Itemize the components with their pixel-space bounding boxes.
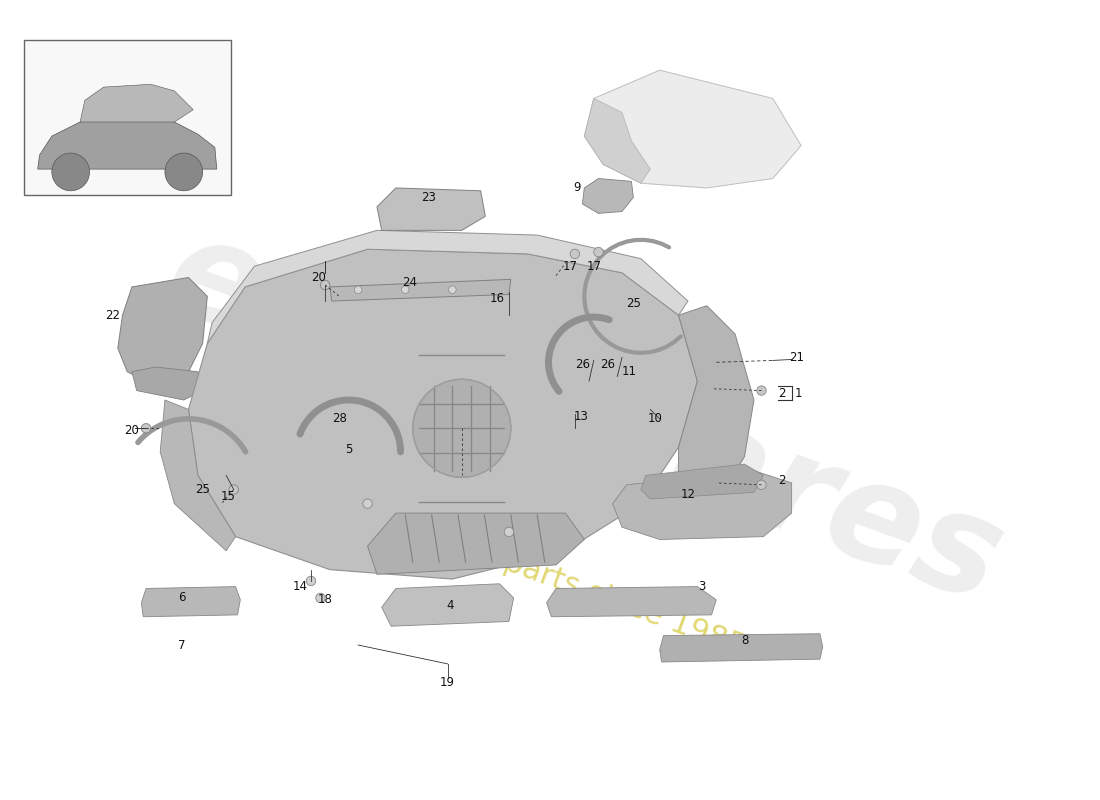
- Polygon shape: [584, 70, 801, 188]
- Circle shape: [354, 286, 362, 294]
- Circle shape: [229, 485, 239, 494]
- Polygon shape: [584, 98, 650, 183]
- Text: 1: 1: [794, 387, 802, 400]
- Polygon shape: [188, 250, 697, 579]
- Text: 24: 24: [403, 276, 418, 289]
- Text: 25: 25: [626, 298, 641, 310]
- Circle shape: [142, 423, 151, 433]
- Polygon shape: [582, 178, 634, 214]
- Bar: [23, 40, 231, 195]
- Circle shape: [52, 153, 89, 190]
- Text: 26: 26: [575, 358, 590, 370]
- Text: 28: 28: [332, 412, 346, 426]
- Text: 3: 3: [698, 580, 706, 593]
- Text: 4: 4: [447, 599, 454, 612]
- Text: 20: 20: [311, 271, 326, 284]
- Circle shape: [316, 593, 326, 602]
- Text: 25: 25: [195, 483, 210, 496]
- Circle shape: [306, 576, 316, 586]
- Polygon shape: [641, 464, 763, 499]
- Circle shape: [402, 286, 409, 294]
- Circle shape: [594, 247, 603, 257]
- Text: 19: 19: [440, 676, 455, 690]
- Text: 13: 13: [574, 410, 589, 423]
- Polygon shape: [330, 279, 510, 301]
- Circle shape: [570, 250, 580, 258]
- Text: 26: 26: [601, 358, 615, 370]
- Polygon shape: [377, 188, 485, 230]
- Circle shape: [165, 153, 202, 190]
- Polygon shape: [679, 306, 754, 513]
- Text: 11: 11: [621, 366, 637, 378]
- Circle shape: [449, 286, 456, 294]
- Circle shape: [320, 280, 330, 290]
- Circle shape: [757, 480, 767, 490]
- Polygon shape: [142, 586, 240, 617]
- Circle shape: [757, 386, 767, 395]
- Text: 9: 9: [573, 182, 581, 194]
- Text: 10: 10: [648, 412, 662, 426]
- Polygon shape: [367, 513, 584, 574]
- Circle shape: [504, 527, 514, 537]
- Polygon shape: [37, 114, 217, 169]
- Polygon shape: [547, 586, 716, 617]
- Text: 15: 15: [221, 490, 235, 502]
- Polygon shape: [132, 367, 202, 400]
- Text: 2: 2: [779, 474, 786, 486]
- Text: 12: 12: [681, 488, 695, 501]
- Polygon shape: [660, 634, 823, 662]
- Polygon shape: [118, 278, 207, 386]
- Polygon shape: [80, 84, 194, 122]
- Polygon shape: [613, 470, 792, 539]
- Text: a passion for parts since 1985: a passion for parts since 1985: [306, 477, 749, 662]
- Text: eurospares: eurospares: [148, 206, 1020, 633]
- Text: 21: 21: [789, 351, 804, 364]
- Text: 14: 14: [293, 580, 307, 593]
- Polygon shape: [161, 400, 235, 550]
- Text: 23: 23: [421, 191, 437, 204]
- Text: 6: 6: [178, 591, 186, 605]
- Text: 17: 17: [563, 260, 578, 273]
- Text: 5: 5: [345, 442, 352, 455]
- Text: 18: 18: [318, 594, 332, 606]
- Text: 7: 7: [178, 638, 186, 651]
- Circle shape: [363, 499, 372, 508]
- Circle shape: [412, 379, 510, 478]
- Text: 2: 2: [779, 387, 786, 400]
- Text: 17: 17: [586, 260, 602, 273]
- Polygon shape: [207, 230, 688, 343]
- Text: 22: 22: [106, 309, 121, 322]
- Polygon shape: [382, 584, 514, 626]
- Text: 20: 20: [124, 424, 140, 437]
- Text: 8: 8: [740, 634, 748, 647]
- Text: 16: 16: [491, 292, 505, 305]
